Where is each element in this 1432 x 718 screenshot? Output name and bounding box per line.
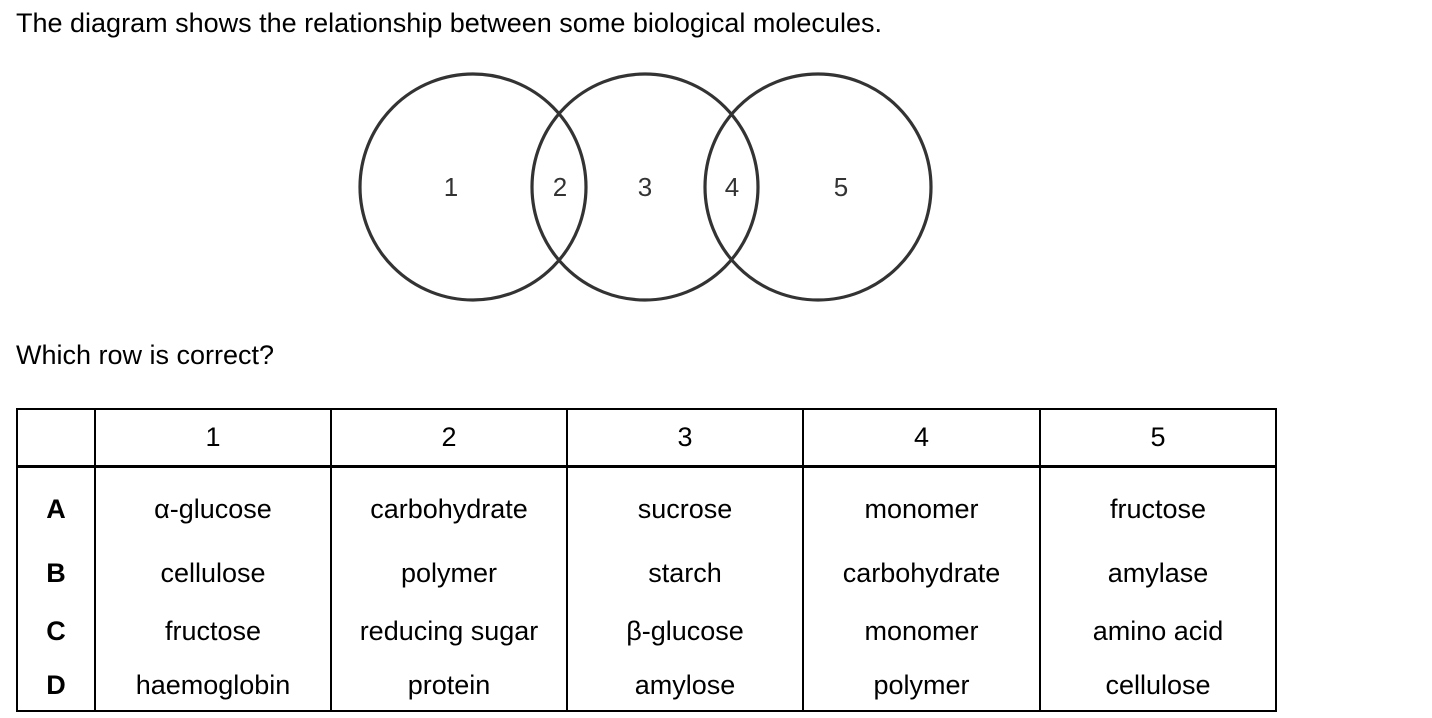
table-header-cell: 1 <box>94 408 332 468</box>
table-header-cell: 3 <box>566 408 804 468</box>
table-cell: fructose <box>94 602 332 660</box>
row-letter: B <box>16 544 96 602</box>
venn-region-label-5: 5 <box>834 172 848 202</box>
table-cell: polymer <box>802 660 1041 712</box>
venn-region-label-2: 2 <box>553 172 567 202</box>
table-cell: haemoglobin <box>94 660 332 712</box>
table-cell: polymer <box>330 544 568 602</box>
table-cell: amylose <box>566 660 804 712</box>
answer-table: 1 2 3 4 5 A α-glucose carbohydrate sucro… <box>16 408 1277 712</box>
table-cell: sucrose <box>566 466 804 544</box>
venn-circle-left <box>358 72 588 302</box>
table-cell: β-glucose <box>566 602 804 660</box>
table-cell: cellulose <box>1039 660 1277 712</box>
table-cell: fructose <box>1039 466 1277 544</box>
row-letter: A <box>16 466 96 544</box>
table-header-row: 1 2 3 4 5 <box>16 408 1277 468</box>
table-row: D haemoglobin protein amylose polymer ce… <box>16 660 1277 712</box>
table-header-cell: 5 <box>1039 408 1277 468</box>
table-cell: protein <box>330 660 568 712</box>
table-cell: monomer <box>802 466 1041 544</box>
row-letter: C <box>16 602 96 660</box>
question-text: Which row is correct? <box>16 340 275 370</box>
table-header-cell <box>16 408 96 468</box>
table-cell: carbohydrate <box>330 466 568 544</box>
row-letter: D <box>16 660 96 712</box>
table-row: C fructose reducing sugar β-glucose mono… <box>16 602 1277 660</box>
table-cell: reducing sugar <box>330 602 568 660</box>
table-cell: amino acid <box>1039 602 1277 660</box>
table-row: B cellulose polymer starch carbohydrate … <box>16 544 1277 602</box>
table-header-cell: 2 <box>330 408 568 468</box>
intro-text: The diagram shows the relationship betwe… <box>16 8 882 38</box>
table-cell: carbohydrate <box>802 544 1041 602</box>
venn-region-label-3: 3 <box>638 172 652 202</box>
table-cell: cellulose <box>94 544 332 602</box>
table-cell: starch <box>566 544 804 602</box>
table-header-cell: 4 <box>802 408 1041 468</box>
table-cell: α-glucose <box>94 466 332 544</box>
table-row: A α-glucose carbohydrate sucrose monomer… <box>16 466 1277 544</box>
table-cell: amylase <box>1039 544 1277 602</box>
venn-circle-right <box>703 72 933 302</box>
table-cell: monomer <box>802 602 1041 660</box>
venn-region-label-1: 1 <box>444 172 458 202</box>
venn-region-label-4: 4 <box>725 172 739 202</box>
venn-circle-middle <box>530 72 760 302</box>
venn-diagram: 1 2 3 4 5 <box>358 72 933 302</box>
